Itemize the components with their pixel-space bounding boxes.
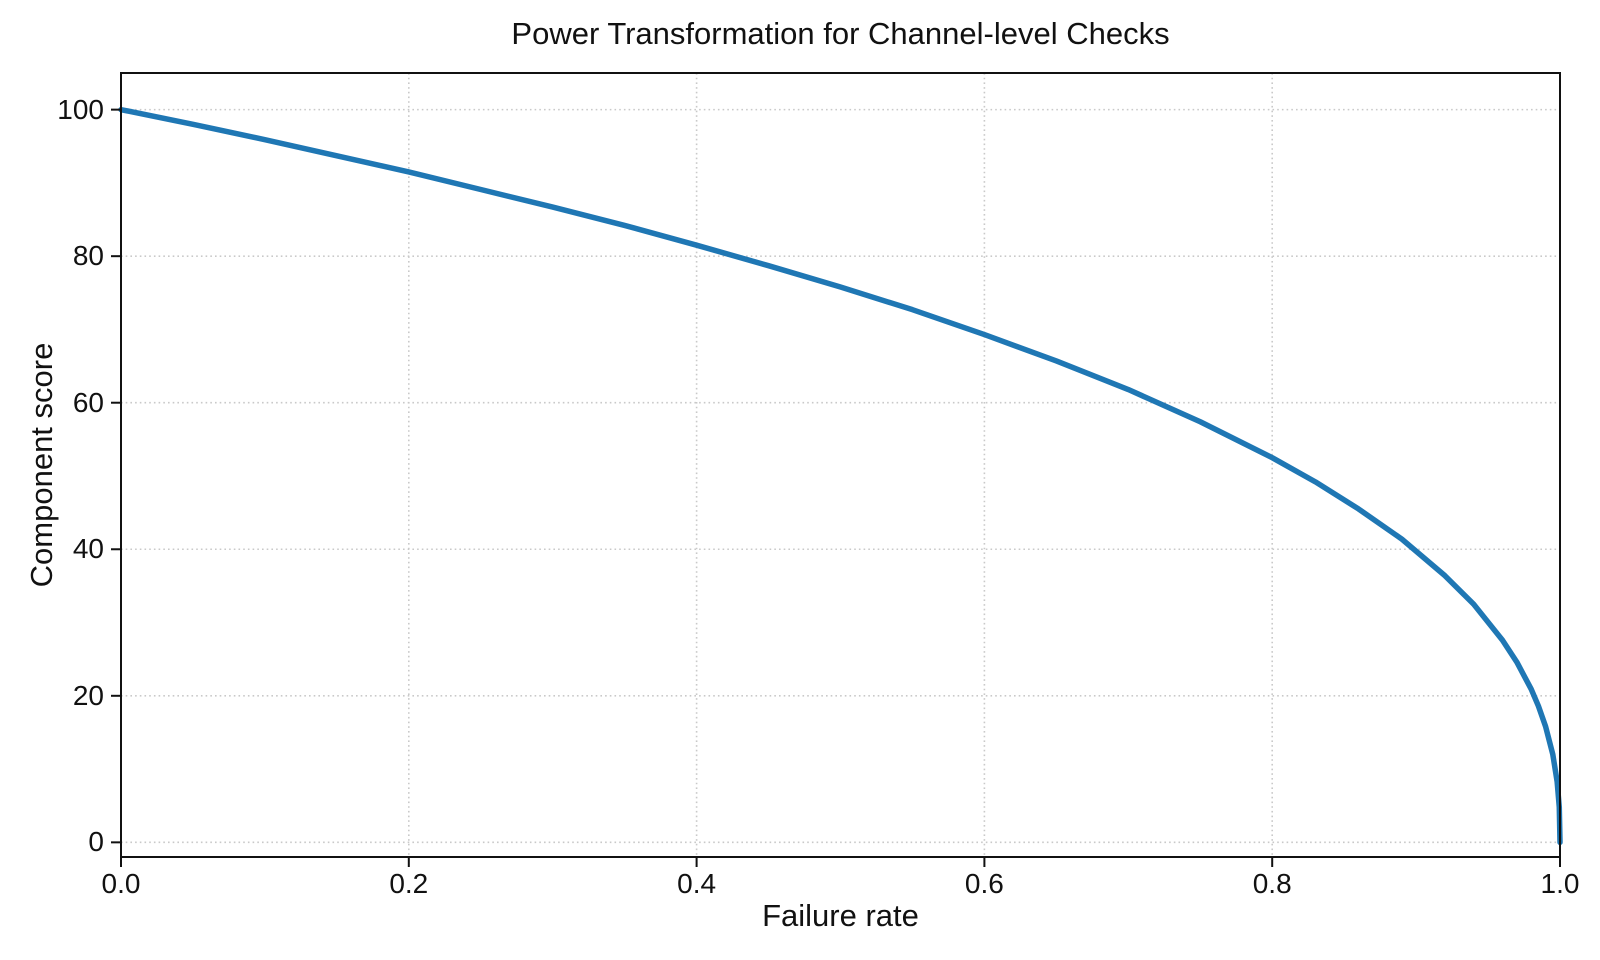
y-tick-label: 100: [57, 93, 104, 125]
chart-title: Power Transformation for Channel-level C…: [511, 16, 1170, 51]
x-tick-label: 0.0: [101, 868, 141, 899]
y-tick-label: 20: [72, 679, 104, 711]
y-axis-label: Component score: [24, 342, 59, 588]
x-tick-label: 0.8: [1252, 868, 1292, 899]
x-tick-label: 0.2: [389, 868, 429, 899]
y-tick-label: 0: [88, 826, 104, 858]
data-line: [118, 106, 1563, 846]
y-tick-label: 40: [72, 533, 104, 565]
x-tick-label: 0.4: [677, 868, 717, 899]
axes-frame: [120, 72, 1561, 858]
y-tick-label: 60: [72, 386, 104, 418]
x-tick-label: 1.0: [1540, 868, 1580, 899]
y-tick-label: 80: [72, 240, 104, 272]
x-axis-label: Failure rate: [762, 898, 919, 933]
x-tick-label: 0.6: [964, 868, 1004, 899]
